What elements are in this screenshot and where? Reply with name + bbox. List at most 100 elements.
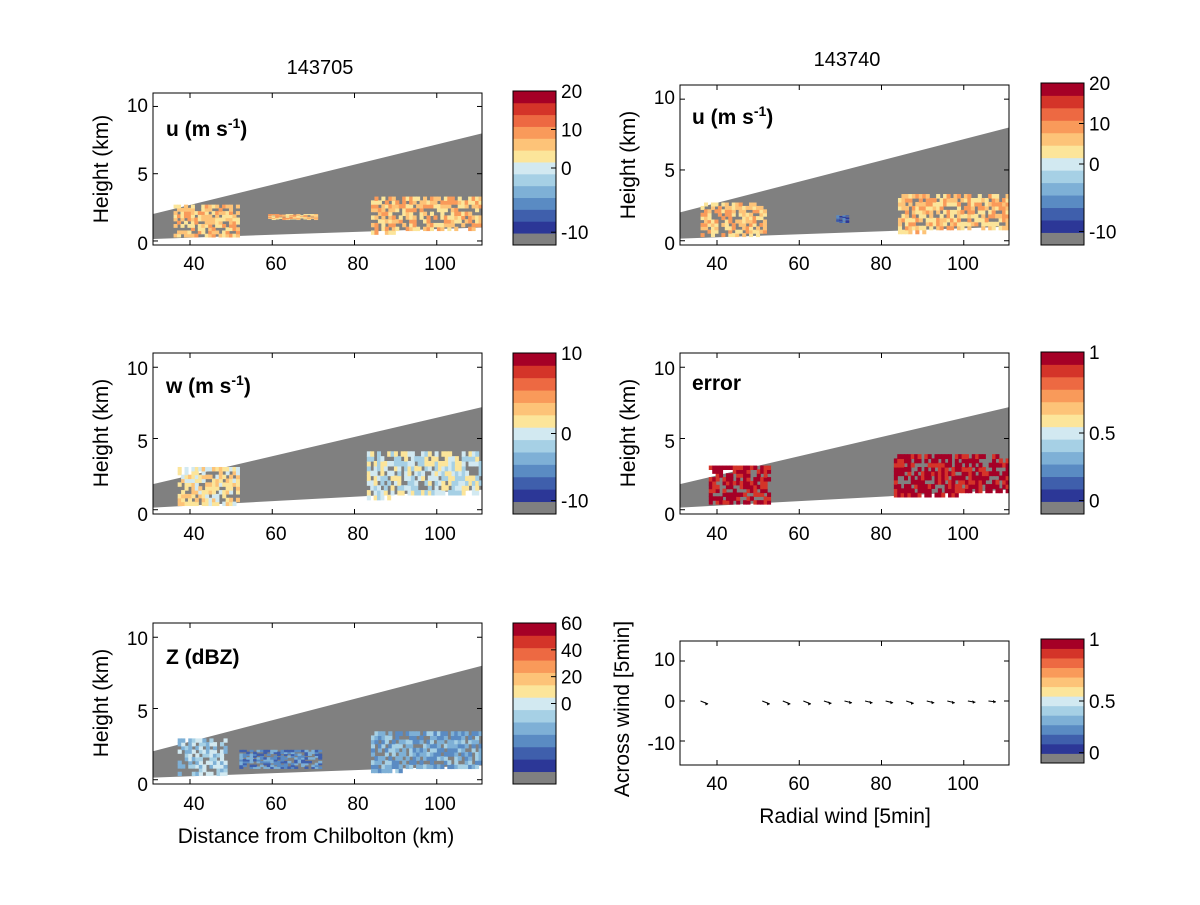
echo-cell bbox=[419, 739, 424, 745]
echo-cell bbox=[956, 221, 962, 227]
colorbar-segment bbox=[1041, 195, 1084, 209]
echo-cell bbox=[454, 751, 459, 757]
echo-cell bbox=[475, 756, 480, 761]
echo-cell bbox=[897, 462, 902, 468]
echo-cell bbox=[763, 480, 768, 486]
echo-cell bbox=[273, 760, 278, 764]
echo-cell bbox=[239, 753, 244, 756]
echo-cell bbox=[749, 465, 754, 471]
echo-cell bbox=[948, 471, 953, 477]
echo-cell bbox=[405, 204, 410, 209]
echo-cell bbox=[991, 197, 996, 203]
echo-cell bbox=[915, 205, 920, 211]
echo-cell bbox=[225, 214, 230, 219]
wind-vector bbox=[762, 700, 770, 706]
echo-cell bbox=[190, 214, 195, 219]
echo-cell bbox=[184, 749, 189, 754]
echo-cell bbox=[404, 475, 409, 481]
wind-vector bbox=[885, 700, 894, 705]
echo-cell bbox=[749, 202, 754, 207]
echo-cell bbox=[929, 205, 934, 211]
echo-cell bbox=[239, 757, 244, 760]
echo-cell bbox=[215, 214, 220, 219]
colorbar-segment bbox=[513, 197, 556, 210]
echo-cell bbox=[475, 222, 480, 228]
echo-cell bbox=[374, 226, 379, 232]
echo-cell bbox=[922, 205, 927, 211]
echo-cell bbox=[198, 490, 203, 495]
echo-cell bbox=[444, 485, 449, 491]
echo-cell bbox=[384, 200, 389, 205]
echo-cell bbox=[1002, 462, 1007, 468]
echo-cell bbox=[388, 230, 393, 235]
echo-cell bbox=[219, 760, 225, 765]
echo-cell bbox=[366, 490, 371, 496]
echo-cell bbox=[429, 756, 435, 761]
echo-cell bbox=[426, 219, 431, 224]
echo-cell bbox=[961, 479, 966, 485]
echo-cell bbox=[407, 475, 412, 481]
echo-cell bbox=[249, 766, 254, 769]
echo-cell bbox=[468, 764, 473, 770]
echo-feature bbox=[268, 214, 319, 221]
echo-cell bbox=[235, 490, 240, 495]
echo-cell bbox=[407, 465, 412, 472]
echo-cell bbox=[454, 207, 459, 213]
colorbar-segment bbox=[513, 390, 556, 403]
echo-cell bbox=[393, 451, 398, 457]
echo-cell bbox=[370, 215, 376, 220]
echo-cell bbox=[225, 497, 230, 503]
echo-cell bbox=[707, 229, 712, 234]
echo-cell bbox=[373, 465, 378, 472]
echo-cell bbox=[427, 480, 432, 486]
echo-cell bbox=[471, 204, 476, 209]
echo-cell bbox=[448, 470, 453, 477]
colorbar-tick-label: 10 bbox=[1089, 115, 1110, 136]
echo-cell bbox=[920, 479, 925, 485]
echo-cell bbox=[412, 226, 417, 232]
colorbar-segment bbox=[1041, 132, 1084, 146]
echo-cell bbox=[388, 768, 393, 774]
colorbar-segment bbox=[513, 221, 556, 234]
echo-cell bbox=[729, 465, 734, 471]
echo-cell bbox=[752, 216, 757, 221]
echo-cell bbox=[209, 771, 214, 777]
echo-cell bbox=[967, 205, 972, 211]
echo-cell bbox=[710, 219, 716, 224]
echo-cell bbox=[173, 217, 178, 222]
echo-cell bbox=[270, 749, 275, 753]
echo-cell bbox=[187, 211, 192, 215]
echo-cell bbox=[419, 204, 424, 209]
echo-cell bbox=[280, 751, 285, 755]
echo-cell bbox=[954, 458, 959, 464]
echo-cell bbox=[427, 465, 432, 472]
echo-cell bbox=[742, 219, 747, 224]
echo-cell bbox=[427, 485, 432, 491]
echo-cell bbox=[981, 479, 986, 485]
echo-cell bbox=[380, 465, 385, 472]
echo-cell bbox=[704, 202, 709, 207]
echo-cell bbox=[215, 211, 220, 215]
wind-vector-head bbox=[992, 699, 996, 704]
echo-cell bbox=[440, 215, 445, 220]
echo-cell bbox=[416, 756, 421, 761]
echo-cell bbox=[471, 451, 476, 457]
echo-cell bbox=[235, 220, 240, 225]
echo-cell bbox=[263, 759, 268, 762]
echo-cell bbox=[742, 226, 747, 231]
echo-cell bbox=[1005, 197, 1009, 203]
echo-cell bbox=[215, 478, 220, 483]
echo-cell bbox=[397, 470, 402, 477]
echo-cell bbox=[951, 488, 956, 494]
echo-cell bbox=[187, 224, 192, 228]
echo-cell bbox=[377, 485, 381, 491]
echo-cell bbox=[377, 465, 381, 472]
echo-cell bbox=[700, 233, 705, 238]
echo-cell bbox=[915, 229, 920, 235]
echo-cell bbox=[208, 474, 213, 480]
echo-cell bbox=[451, 465, 456, 472]
x-tick-label: 80 bbox=[347, 794, 368, 815]
echo-cell bbox=[448, 475, 453, 481]
echo-cell bbox=[208, 497, 213, 503]
echo-cell bbox=[911, 209, 916, 215]
